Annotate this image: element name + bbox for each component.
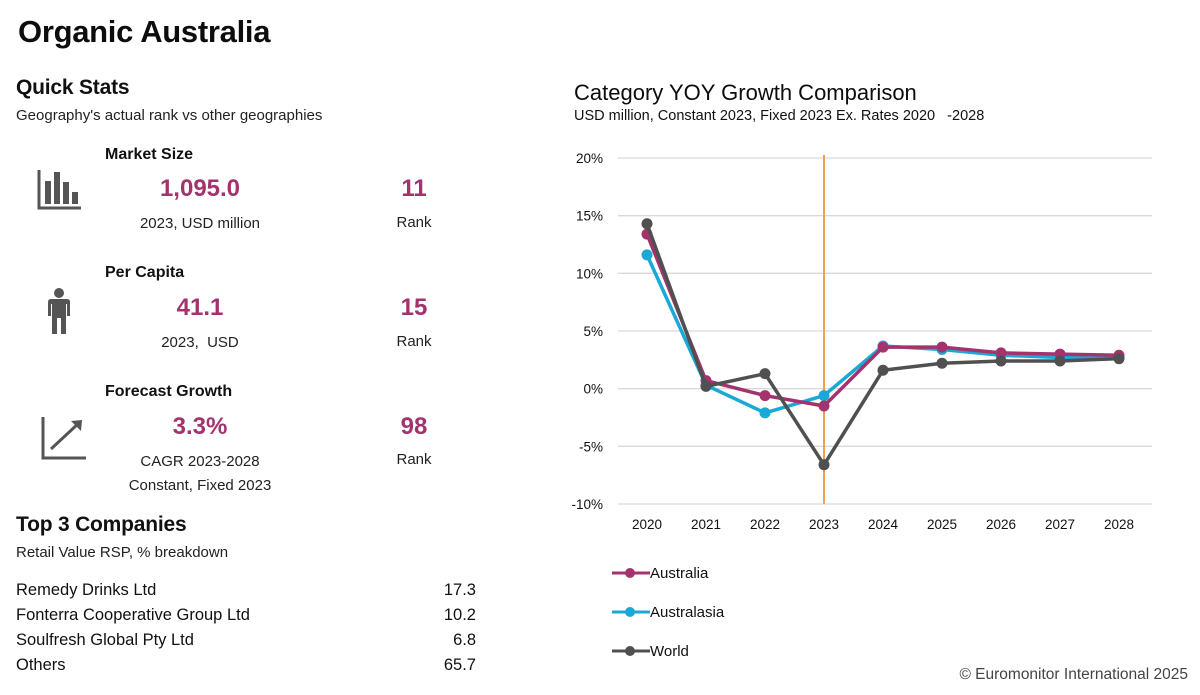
series-line-australia <box>645 233 1120 408</box>
quick-stats-title: Quick Stats <box>16 76 130 99</box>
company-row: Remedy Drinks Ltd 17.3 <box>16 578 476 603</box>
legend-label: World <box>650 642 689 660</box>
data-point-world-2022 <box>759 368 771 380</box>
y-tick-label: -10% <box>571 497 603 512</box>
x-tick-label: 2025 <box>927 517 957 532</box>
series-world <box>641 218 1125 471</box>
data-point-world-2027 <box>1054 355 1066 367</box>
legend-line-marker-icon <box>612 646 650 656</box>
data-point-australasia-2023 <box>818 390 830 402</box>
stat-value: 3.3% <box>172 413 228 440</box>
data-point-australia-2025 <box>936 341 948 353</box>
stat-note: CAGR 2023-2028 <box>140 453 260 470</box>
stat-label: Market Size <box>105 146 194 163</box>
y-tick-label: -5% <box>579 439 603 454</box>
x-tick-label: 2028 <box>1104 517 1134 532</box>
data-point-australasia-2022 <box>759 407 771 419</box>
company-share: 10.2 <box>443 606 476 624</box>
x-tick-label: 2022 <box>750 517 780 532</box>
rank-value: 11 <box>401 175 427 202</box>
data-point-australasia-2020 <box>641 249 653 261</box>
series-layer <box>641 218 1125 471</box>
stat-value: 1,095.0 <box>159 175 241 202</box>
data-point-australia-2024 <box>877 341 889 353</box>
x-tick-label: 2023 <box>809 517 839 532</box>
legend-item-world[interactable]: World <box>612 641 689 661</box>
copyright-notice: © Euromonitor International 2025 <box>959 666 1188 683</box>
company-row: Soulfresh Global Pty Ltd 6.8 <box>16 628 476 653</box>
data-point-world-2023 <box>818 459 830 471</box>
company-name: Soulfresh Global Pty Ltd <box>16 631 194 649</box>
person-icon <box>48 288 70 334</box>
y-tick-label: 20% <box>576 151 603 166</box>
company-name: Fonterra Cooperative Group Ltd <box>16 606 250 624</box>
x-tick-label: 2026 <box>986 517 1016 532</box>
rank-label: Rank <box>396 214 432 231</box>
legend-item-australasia[interactable]: Australasia <box>612 602 724 622</box>
data-point-australia-2022 <box>759 390 771 402</box>
series-australasia <box>641 249 1125 419</box>
top-companies-title: Top 3 Companies <box>16 513 187 536</box>
growth-arrow-icon <box>41 417 86 460</box>
company-share: 17.3 <box>443 581 476 599</box>
data-point-world-2020 <box>641 218 653 230</box>
x-tick-label: 2024 <box>868 517 899 532</box>
company-row: Others 65.7 <box>16 653 476 678</box>
y-tick-label: 0% <box>583 382 603 397</box>
y-tick-label: 10% <box>576 266 603 281</box>
x-tick-label: 2021 <box>691 517 721 532</box>
x-tick-label: 2020 <box>632 517 662 532</box>
legend-line-marker-icon <box>612 568 650 578</box>
quick-stats-subtitle: Geography's actual rank vs other geograp… <box>16 107 323 124</box>
rank-label: Rank <box>396 333 432 350</box>
rank-value: 98 <box>400 413 428 440</box>
stat-label: Per Capita <box>105 264 185 281</box>
page-title: Organic Australia <box>18 14 271 49</box>
x-axis-ticks: 2020 2021 2022 2023 2024 2025 2026 2027 2028 <box>632 517 1134 532</box>
y-tick-label: 5% <box>583 324 603 339</box>
stat-note-secondary: Constant, Fixed 2023 <box>128 477 272 494</box>
data-point-australia-2026 <box>995 347 1007 359</box>
rank-label: Rank <box>396 451 432 468</box>
chart-title: Category YOY Growth Comparison <box>574 80 917 105</box>
bar-chart-icon <box>37 170 81 210</box>
company-share: 6.8 <box>453 631 476 649</box>
y-axis-ticks: 20% 15% 10% 5% 0% -5% -10% <box>571 151 603 512</box>
stat-note: 2023, USD <box>161 334 239 351</box>
legend-item-australia[interactable]: Australia <box>612 563 708 583</box>
data-point-world-2025 <box>936 357 948 369</box>
data-point-world-2021 <box>700 380 712 392</box>
company-row: Fonterra Cooperative Group Ltd 10.2 <box>16 603 476 628</box>
data-point-world-2024 <box>877 364 889 376</box>
company-name: Remedy Drinks Ltd <box>16 581 157 599</box>
company-share: 65.7 <box>443 656 476 674</box>
top-companies-subtitle: Retail Value RSP, % breakdown <box>16 544 229 561</box>
y-tick-label: 15% <box>576 209 603 224</box>
legend-line-marker-icon <box>612 607 650 617</box>
rank-value: 15 <box>400 294 428 321</box>
legend-label: Australia <box>650 564 709 582</box>
stat-value: 41.1 <box>176 294 224 321</box>
chart-subtitle: USD million, Constant 2023, Fixed 2023 E… <box>574 108 985 124</box>
stat-note: 2023, USD million <box>139 215 261 232</box>
x-tick-label: 2027 <box>1045 517 1075 532</box>
company-name: Others <box>16 656 66 674</box>
data-point-world-2026 <box>995 355 1007 367</box>
stat-label: Forecast Growth <box>105 383 233 400</box>
data-point-world-2028 <box>1113 353 1125 365</box>
legend-label: Australasia <box>650 603 725 621</box>
grid-layer <box>618 157 1152 505</box>
data-point-australia-2023 <box>818 400 830 412</box>
